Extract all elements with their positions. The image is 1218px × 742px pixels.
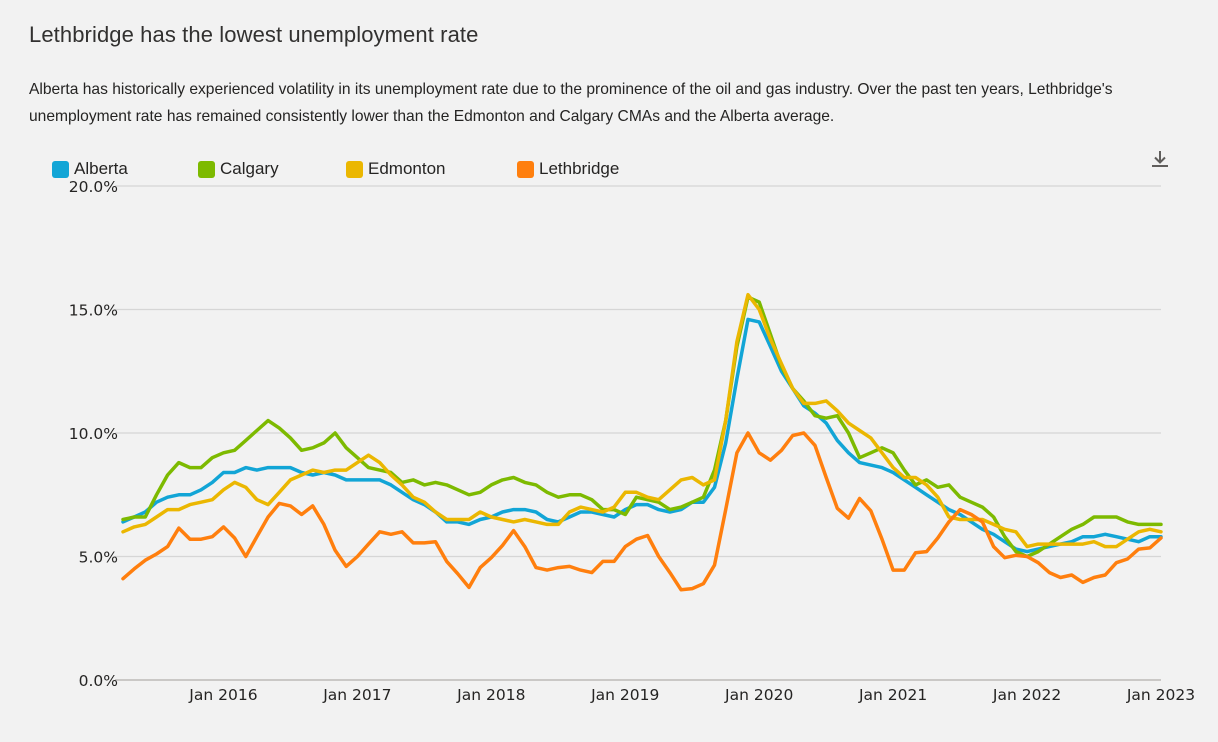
series-line-lethbridge[interactable] [121,431,1163,592]
y-tick-label: 20.0% [69,178,118,196]
x-tick-label: Jan 2019 [590,686,659,704]
legend-swatch [517,160,534,178]
x-tick-label: Jan 2023 [1126,686,1195,704]
x-tick-label: Jan 2022 [992,686,1061,704]
series-line-alberta[interactable] [121,317,1163,554]
y-tick-label: 15.0% [69,302,118,320]
legend-item-edmonton[interactable]: Edmonton [346,159,446,179]
legend-swatch [198,160,215,178]
series-line-calgary[interactable] [121,295,1163,559]
legend-label: Edmonton [368,159,446,178]
x-tick-label: Jan 2016 [188,686,257,704]
legend-label: Alberta [74,159,128,178]
x-tick-label: Jan 2017 [322,686,391,704]
download-button[interactable] [1149,148,1171,170]
legend-swatch [346,160,363,178]
series-line-edmonton[interactable] [121,292,1163,549]
legend-label: Lethbridge [539,159,620,178]
y-tick-label: 10.0% [69,425,118,443]
legend-item-calgary[interactable]: Calgary [198,159,279,179]
legend-label: Calgary [220,159,279,178]
y-tick-label: 0.0% [79,672,118,690]
download-icon [1152,151,1168,167]
x-tick-label: Jan 2018 [456,686,525,704]
y-tick-label: 5.0% [79,549,118,567]
x-tick-label: Jan 2020 [724,686,793,704]
chart-title: Lethbridge has the lowest unemployment r… [29,22,479,47]
legend-item-alberta[interactable]: Alberta [52,159,128,179]
legend-item-lethbridge[interactable]: Lethbridge [517,159,619,179]
legend-swatch [52,160,69,178]
x-tick-label: Jan 2021 [858,686,927,704]
chart-description: Alberta has historically experienced vol… [29,81,1113,125]
